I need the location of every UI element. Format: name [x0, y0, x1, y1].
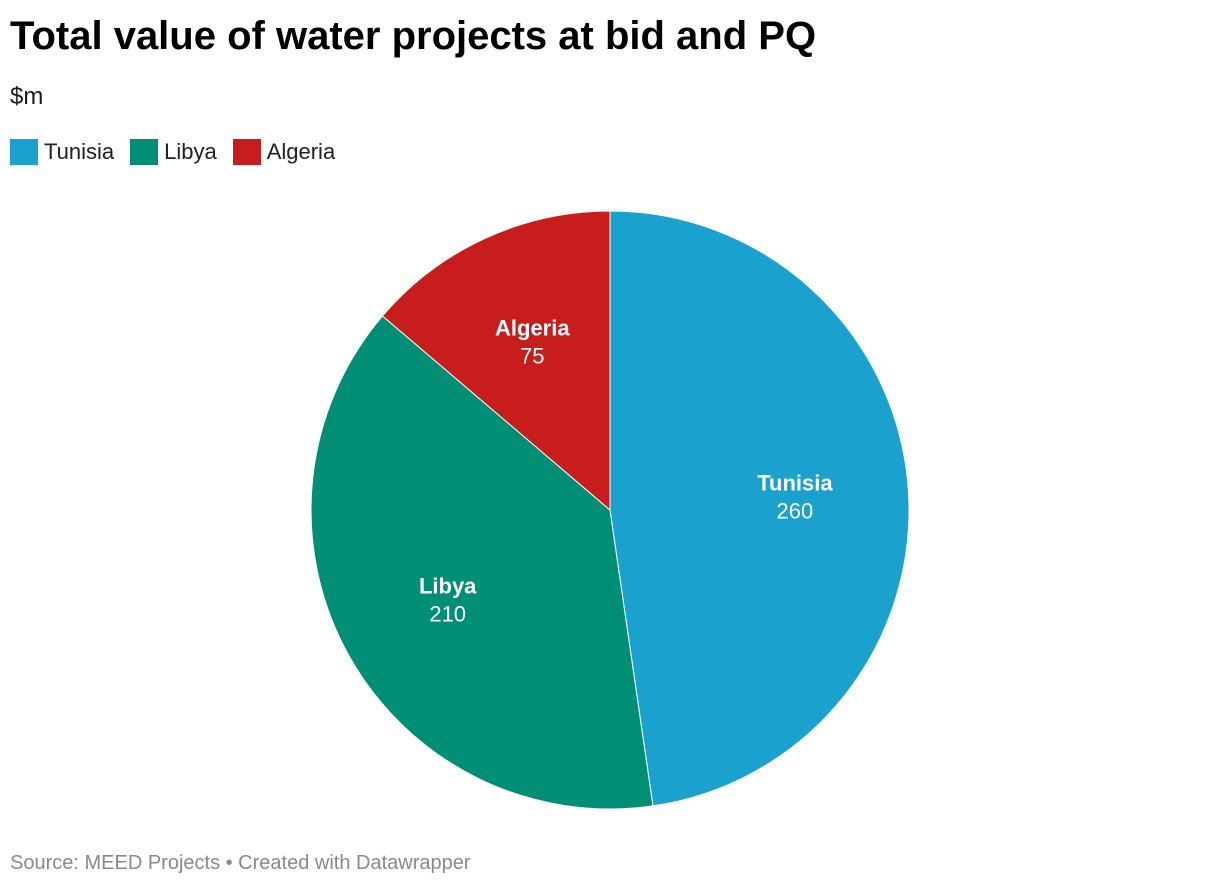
pie-slice-algeria	[381, 210, 611, 512]
chart-legend: Tunisia Libya Algeria	[10, 138, 351, 166]
legend-item-algeria: Algeria	[232, 138, 336, 166]
legend-swatch-algeria	[232, 139, 261, 165]
pie-slices	[310, 210, 910, 810]
chart-subtitle: $m	[10, 83, 44, 110]
legend-swatch-tunisia	[10, 139, 38, 165]
legend-label-tunisia: Tunisia	[44, 139, 115, 164]
legend-label-algeria: Algeria	[266, 139, 336, 164]
pie-chart: Tunisia 260 Libya 210 Algeria 75	[310, 210, 910, 810]
slice-value-libya: 210	[429, 602, 466, 627]
pie-slice-libya	[310, 315, 654, 810]
slice-value-algeria: 75	[520, 344, 544, 369]
chart-source-footer: Source: MEED Projects • Created with Dat…	[10, 852, 471, 874]
legend-swatch-libya	[130, 139, 159, 165]
slice-label-libya: Libya	[419, 574, 477, 599]
slice-value-tunisia: 260	[777, 499, 814, 524]
chart-title: Total value of water projects at bid and…	[10, 14, 817, 58]
legend-item-tunisia: Tunisia	[10, 138, 114, 166]
slice-label-tunisia: Tunisia	[757, 471, 833, 496]
slice-label-algeria: Algeria	[495, 316, 570, 341]
legend-item-libya: Libya	[130, 138, 217, 166]
legend-label-libya: Libya	[164, 139, 217, 164]
pie-labels: Tunisia 260 Libya 210 Algeria 75	[419, 316, 833, 627]
pie-slice-tunisia	[609, 210, 910, 807]
